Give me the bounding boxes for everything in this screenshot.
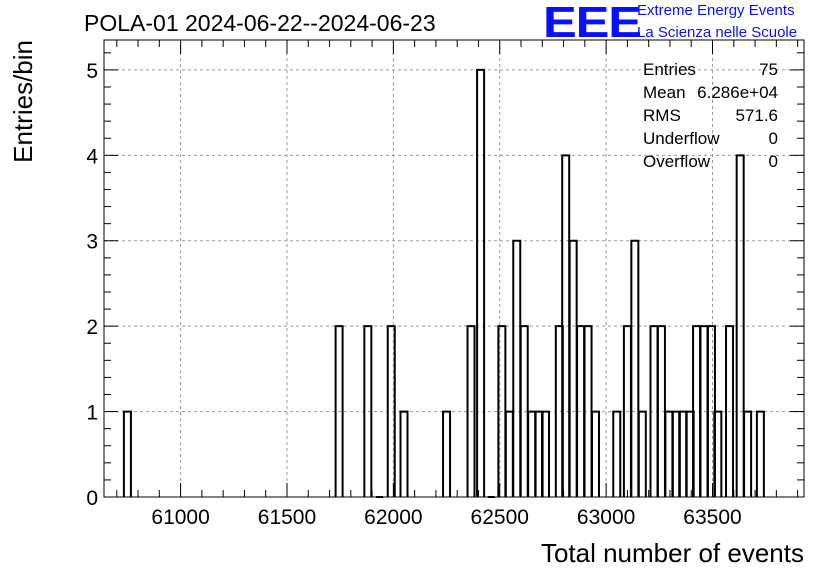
x-tick-label: 63500 [683,506,741,529]
y-tick-label: 2 [86,316,98,339]
plot-frame [103,39,805,498]
x-tick-label: 61000 [151,506,209,529]
stat-entries-value: 75 [759,60,778,79]
y-tick-label: 1 [86,402,98,425]
y-tick-label: 4 [86,145,98,168]
x-axis-label: Total number of events [541,538,804,568]
y-tick-label: 3 [86,231,98,254]
x-tick-label: 62500 [471,506,529,529]
y-axis-label: Entries/bin [8,40,38,163]
stat-underflow-value: 0 [768,129,778,148]
stat-underflow-label: Underflow [643,129,720,148]
plot-title: POLA-01 2024-06-22--2024-06-23 [84,10,436,36]
logo-line-1: Extreme Energy Events [637,2,795,19]
x-tick-label: 61500 [258,506,316,529]
stat-entries-label: Entries [643,60,696,79]
stat-mean-label: Mean [643,83,686,102]
stat-mean-value: 6.286e+04 [697,83,778,102]
y-tick-label: 5 [86,60,98,83]
stat-overflow-label: Overflow [643,152,711,171]
eee-logo: EEE [543,0,642,47]
stat-rms-label: RMS [643,106,681,125]
x-tick-label: 62000 [364,506,422,529]
y-tick-label: 0 [86,487,98,510]
x-tick-label: 63000 [577,506,635,529]
stat-overflow-value: 0 [768,152,778,171]
logo-line-2: La Scienza nelle Scuole [637,24,798,41]
stat-rms-value: 571.6 [735,106,778,125]
